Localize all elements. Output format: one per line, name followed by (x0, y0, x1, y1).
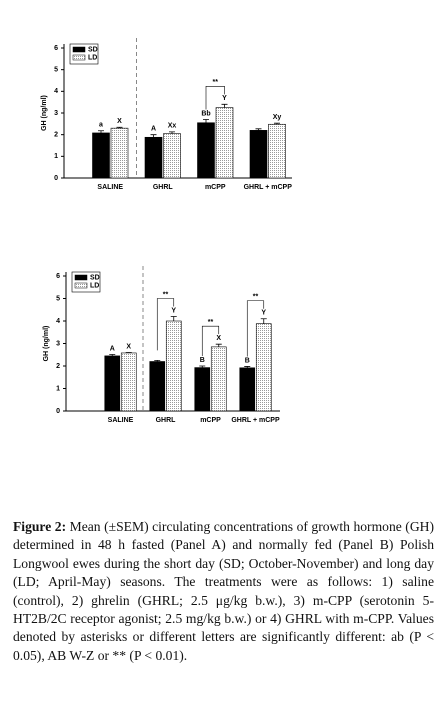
y-tick-label: 2 (54, 132, 58, 139)
x-tick-label: GHRL + mCPP (231, 417, 280, 424)
y-tick-label: 6 (54, 45, 58, 52)
significance-bracket (156, 298, 175, 351)
bar (144, 136, 163, 179)
y-axis-label: GH (ng/ml) (43, 326, 50, 362)
bar (120, 352, 137, 412)
error-bar (255, 128, 262, 131)
y-tick-label: 3 (54, 110, 58, 117)
letter-label: Y (171, 307, 176, 314)
legend-swatch (72, 54, 86, 61)
error-bar (260, 318, 267, 324)
x-tick-label: SALINE (108, 417, 134, 424)
bar (249, 130, 268, 179)
y-tick-label: 0 (54, 175, 58, 182)
caption-label: Figure 2: (13, 519, 67, 534)
legend-swatch (74, 282, 88, 289)
error-bar (116, 126, 123, 129)
bar (268, 123, 286, 179)
letter-label: a (99, 122, 103, 129)
bar (194, 367, 211, 412)
letter-label: A (151, 126, 156, 133)
error-bar (244, 366, 251, 368)
significance-label: ** (253, 294, 259, 301)
letter-label: X (117, 118, 122, 125)
x-tick-label: GHRL + mCPP (244, 184, 293, 191)
error-bar (170, 316, 177, 321)
y-tick-label: 1 (56, 385, 60, 392)
x-tick-label: SALINE (97, 184, 123, 191)
significance-bracket (246, 300, 265, 357)
bar (215, 107, 234, 179)
significance-bracket (205, 86, 225, 110)
letter-label: Y (222, 95, 227, 102)
x-tick-label: GHRL (156, 417, 177, 424)
legend-swatch (72, 46, 86, 53)
bar (210, 346, 227, 412)
caption: Figure 2: Mean (±SEM) circulating concen… (13, 518, 434, 665)
y-tick-label: 0 (56, 408, 60, 415)
y-tick-label: 5 (56, 295, 60, 302)
error-bar (215, 343, 222, 347)
letter-label: X (216, 335, 221, 342)
bar (163, 133, 181, 179)
letter-label: B (245, 357, 250, 364)
legend-label: SD (88, 46, 98, 53)
error-bar (150, 134, 157, 138)
y-tick-label: 5 (54, 67, 58, 74)
significance-label: ** (163, 291, 169, 298)
error-bar (199, 365, 206, 368)
y-axis-label: GH (ng/ml) (41, 95, 48, 131)
bar (239, 367, 256, 412)
significance-label: ** (213, 79, 219, 86)
x-tick-label: mCPP (200, 417, 221, 424)
y-tick-label: 6 (56, 273, 60, 280)
error-bar (221, 103, 228, 108)
letter-label: B (200, 357, 205, 364)
letter-label: Bb (201, 110, 210, 117)
y-tick-label: 3 (56, 340, 60, 347)
bar (165, 320, 182, 412)
bar (110, 127, 129, 179)
letter-label: A (110, 345, 115, 352)
letter-label: Xx (168, 123, 177, 130)
legend-label: LD (88, 54, 97, 61)
error-bar (169, 131, 175, 134)
y-tick-label: 2 (56, 363, 60, 370)
significance-label: ** (208, 319, 214, 326)
bar (104, 355, 121, 412)
letter-label: X (126, 343, 131, 350)
x-tick-label: GHRL (153, 184, 174, 191)
significance-bracket (201, 325, 220, 356)
error-bar (98, 130, 104, 133)
bar (92, 132, 110, 179)
y-tick-label: 4 (54, 88, 58, 95)
error-bar (203, 119, 209, 123)
bar (255, 323, 272, 412)
error-bar (274, 122, 280, 125)
y-tick-label: 1 (54, 153, 58, 160)
y-tick-label: 4 (56, 318, 60, 325)
letter-label: Xy (273, 114, 282, 121)
letter-label: Y (261, 310, 266, 317)
legend-label: LD (90, 282, 99, 289)
caption-text: Mean (±SEM) circulating concentrations o… (13, 519, 434, 663)
bar (149, 361, 166, 412)
error-bar (154, 359, 161, 362)
bar (197, 122, 215, 179)
x-tick-label: mCPP (205, 184, 226, 191)
legend-label: SD (90, 274, 100, 281)
legend-swatch (74, 274, 88, 281)
error-bar (109, 354, 116, 356)
